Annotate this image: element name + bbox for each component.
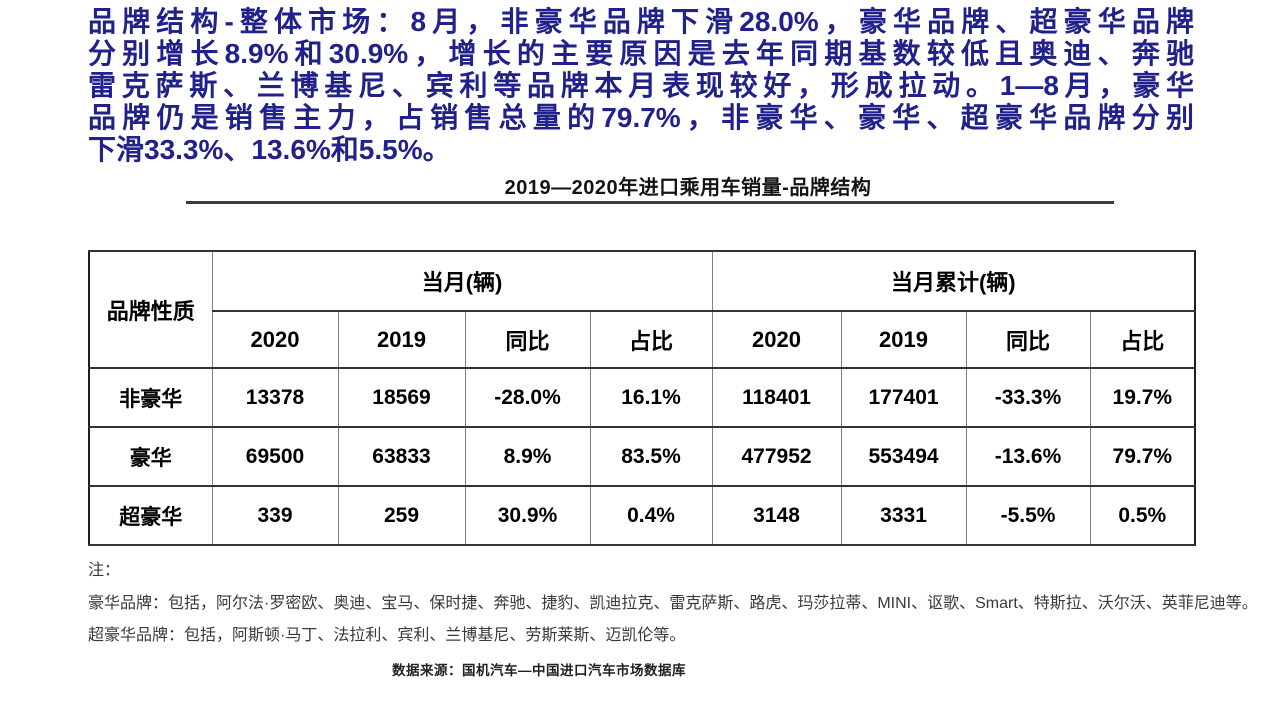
title-underline — [186, 201, 1114, 204]
table-cell: 16.1% — [589, 367, 713, 428]
subheader-share-current: 占比 — [589, 310, 713, 369]
table-cell: 69500 — [211, 426, 339, 487]
table-cell: -28.0% — [464, 367, 591, 428]
table-row-luxury: 豪华 69500 63833 8.9% 83.5% 477952 553494 … — [88, 426, 1196, 487]
note-label: 注： — [88, 562, 121, 579]
table-cell: 79.7% — [1089, 426, 1196, 487]
row-label-luxury: 豪华 — [88, 426, 213, 487]
subheader-2020-current: 2020 — [211, 310, 339, 369]
table-row-super-luxury: 超豪华 339 259 30.9% 0.4% 3148 3331 -5.5% 0… — [88, 485, 1196, 546]
table-cell: 118401 — [711, 367, 842, 428]
table-cell: 18569 — [337, 367, 466, 428]
table-title: 2019—2020年进口乘用车销量-品牌结构 — [504, 177, 872, 199]
row-label-non-luxury: 非豪华 — [88, 367, 213, 428]
table-header-row-sub: 2020 2019 同比 占比 2020 2019 同比 占比 — [89, 310, 1196, 369]
subheader-2019-cumulative: 2019 — [840, 310, 967, 369]
subheader-yoy-current: 同比 — [464, 310, 591, 369]
table-cell: -33.3% — [965, 367, 1091, 428]
group-header-cumulative: 当月累计(辆) — [711, 250, 1196, 312]
sales-table: 品牌性质 当月(辆) 当月累计(辆) 2020 2019 同比 占比 2020 … — [88, 250, 1197, 546]
table-cell: 0.4% — [589, 485, 713, 546]
table-cell: 83.5% — [589, 426, 713, 487]
table-cell: 0.5% — [1089, 485, 1196, 546]
data-source: 数据来源：国机汽车—中国进口汽车市场数据库 — [392, 663, 686, 678]
col-header-brand-nature: 品牌性质 — [88, 250, 213, 369]
note-super-luxury-brands: 超豪华品牌：包括，阿斯顿·马丁、法拉利、宾利、兰博基尼、劳斯莱斯、迈凯伦等。 — [88, 627, 686, 644]
subheader-yoy-cumulative: 同比 — [965, 310, 1091, 369]
subheader-share-cumulative: 占比 — [1089, 310, 1196, 369]
group-header-current-month: 当月(辆) — [211, 250, 713, 312]
headline: 品牌结构-整体市场：8月，非豪华品牌下滑28.0%，豪华品牌、超豪华品牌 分别增… — [88, 6, 1194, 166]
subheader-2019-current: 2019 — [337, 310, 466, 369]
table-cell: 3148 — [711, 485, 842, 546]
headline-line-4: 品牌仍是销售主力，占销售总量的79.7%，非豪华、豪华、超豪华品牌分别 — [88, 102, 1194, 133]
subheader-2020-cumulative: 2020 — [711, 310, 842, 369]
headline-line-2: 分别增长8.9%和30.9%，增长的主要原因是去年同期基数较低且奥迪、奔驰 — [88, 38, 1194, 69]
headline-line-3: 雷克萨斯、兰博基尼、宾利等品牌本月表现较好，形成拉动。1—8月，豪华 — [88, 70, 1194, 101]
headline-line-1: 品牌结构-整体市场：8月，非豪华品牌下滑28.0%，豪华品牌、超豪华品牌 — [88, 6, 1194, 37]
table-cell: 3331 — [840, 485, 967, 546]
table-header-row-groups: 品牌性质 当月(辆) 当月累计(辆) — [88, 250, 1196, 369]
table-cell: 259 — [337, 485, 466, 546]
table-cell: -5.5% — [965, 485, 1091, 546]
table-cell: 8.9% — [464, 426, 591, 487]
table-cell: 339 — [211, 485, 339, 546]
table-row-non-luxury: 非豪华 13378 18569 -28.0% 16.1% 118401 1774… — [88, 367, 1196, 428]
note-luxury-brands: 豪华品牌：包括，阿尔法·罗密欧、奥迪、宝马、保时捷、奔驰、捷豹、凯迪拉克、雷克萨… — [88, 595, 1258, 612]
table-cell: 19.7% — [1089, 367, 1196, 428]
headline-line-5: 下滑33.3%、13.6%和5.5%。 — [88, 134, 451, 165]
table-cell: 63833 — [337, 426, 466, 487]
table-cell: 30.9% — [464, 485, 591, 546]
row-label-super-luxury: 超豪华 — [88, 485, 213, 546]
table-cell: -13.6% — [965, 426, 1091, 487]
table-cell: 177401 — [840, 367, 967, 428]
table-cell: 13378 — [211, 367, 339, 428]
table-cell: 553494 — [840, 426, 967, 487]
table-cell: 477952 — [711, 426, 842, 487]
